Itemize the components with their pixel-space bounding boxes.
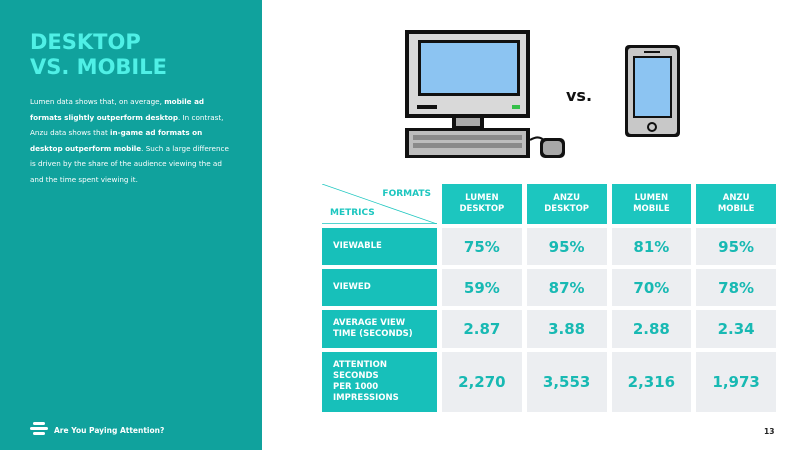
label-line: ATTENTION (333, 360, 387, 370)
row-label: AVERAGE VIEW TIME (SECONDS) (322, 310, 437, 348)
column-header: LUMEN MOBILE (611, 184, 692, 224)
column-header: LUMEN DESKTOP (442, 184, 522, 224)
label-line: AVERAGE VIEW (333, 318, 406, 328)
value-cell: 2,270 (442, 352, 522, 412)
page-number: 13 (764, 427, 775, 436)
header-line: MOBILE (633, 204, 670, 214)
value-cell: 3.88 (526, 310, 607, 348)
value-cell: 2.34 (696, 310, 776, 348)
corner-diagonal (322, 184, 437, 224)
desktop-computer (405, 30, 565, 158)
value-cell: 78% (696, 269, 776, 306)
title-line: VS. MOBILE (30, 55, 167, 79)
label-line: VIEWED (333, 282, 371, 292)
value-cell: 2,316 (611, 352, 692, 412)
label-line: VIEWABLE (333, 241, 382, 251)
device-illustration (405, 30, 680, 158)
label-line: IMPRESSIONS (333, 393, 399, 403)
bold-text: in-game ad formats on desktop outperform… (30, 128, 203, 153)
row-label-text: VIEWABLE (333, 241, 382, 252)
row-label-text: AVERAGE VIEW TIME (SECONDS) (333, 318, 413, 340)
text: . In contrast, Anzu data shows that (30, 112, 224, 138)
row-label: ATTENTION SECONDS PER 1000 IMPRESSIONS (322, 352, 437, 412)
column-header: ANZU MOBILE (696, 184, 776, 224)
columns-label: FORMATS (382, 189, 431, 199)
value-cell: 87% (526, 269, 607, 306)
sidebar: DESKTOP VS. MOBILE Lumen data shows that,… (0, 0, 262, 450)
value-cell: 2.88 (611, 310, 692, 348)
value-cell: 95% (696, 228, 776, 265)
title-line: DESKTOP (30, 30, 141, 54)
mobile-phone (625, 45, 680, 137)
header-line: ANZU (722, 193, 750, 203)
value-cell: 81% (611, 228, 692, 265)
slide-title: DESKTOP VS. MOBILE (30, 30, 167, 80)
bold-text: mobile ad formats slightly outperform de… (30, 97, 205, 122)
text: . Such a large difference is driven by t… (30, 143, 229, 184)
rows-label: METRICS (330, 208, 375, 218)
header-line: MOBILE (717, 204, 755, 214)
brand-name: Are You Paying Attention? (54, 426, 165, 435)
row-label-text: ATTENTION SECONDS PER 1000 IMPRESSIONS (333, 360, 399, 404)
header-line: LUMEN (634, 193, 669, 203)
vs-label: vs. (566, 86, 593, 105)
label-line: TIME (SECONDS) (333, 329, 413, 339)
row-label: VIEWABLE (322, 228, 437, 265)
header-line: DESKTOP (544, 204, 590, 214)
label-line: PER 1000 (333, 382, 379, 392)
value-cell: 2.87 (442, 310, 522, 348)
intro-paragraph: Lumen data shows that, on average, mobil… (30, 94, 235, 187)
label-line: SECONDS (333, 371, 379, 381)
row-label: VIEWED (322, 269, 437, 306)
header-line: DESKTOP (459, 204, 505, 214)
header-line: ANZU (553, 193, 580, 203)
text: Lumen data shows that, on average, (30, 97, 165, 106)
header-line: LUMEN (465, 193, 499, 203)
value-cell: 3,553 (526, 352, 607, 412)
corner-cell: FORMATS METRICS (322, 184, 437, 224)
value-cell: 59% (442, 269, 522, 306)
value-cell: 70% (611, 269, 692, 306)
brand-logo (30, 422, 48, 435)
value-cell: 1,973 (696, 352, 776, 412)
value-cell: 95% (526, 228, 607, 265)
row-label-text: VIEWED (333, 282, 371, 293)
comparison-table: FORMATS METRICS LUMEN DESKTOP ANZU DESKTOP L… (322, 184, 776, 412)
column-header: ANZU DESKTOP (526, 184, 607, 224)
value-cell: 75% (442, 228, 522, 265)
